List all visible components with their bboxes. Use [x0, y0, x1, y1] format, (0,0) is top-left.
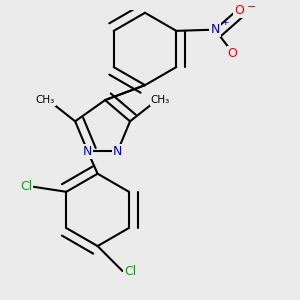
- Text: N: N: [83, 145, 92, 158]
- Text: O: O: [234, 4, 244, 17]
- Text: O: O: [227, 47, 237, 60]
- Text: CH₃: CH₃: [36, 95, 55, 105]
- Text: +: +: [221, 18, 229, 27]
- Text: N: N: [113, 145, 122, 158]
- Text: CH₃: CH₃: [150, 95, 170, 105]
- Text: N: N: [210, 23, 220, 36]
- Text: −: −: [247, 2, 256, 12]
- Text: Cl: Cl: [124, 265, 136, 278]
- Text: Cl: Cl: [20, 180, 32, 193]
